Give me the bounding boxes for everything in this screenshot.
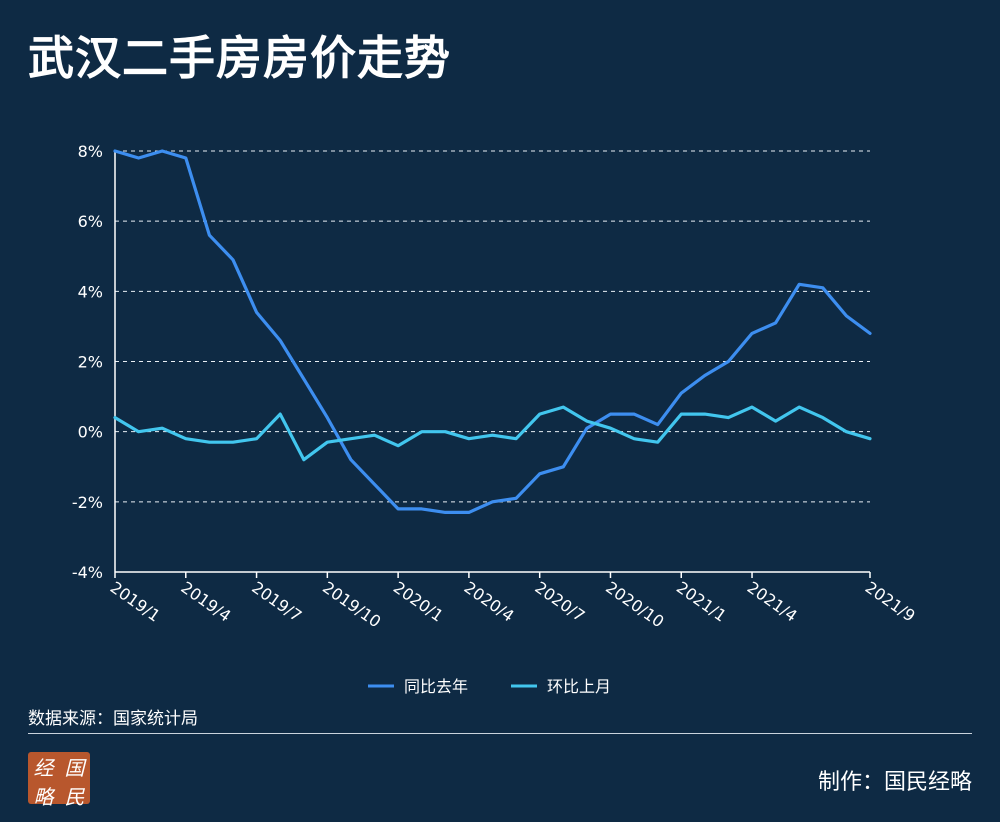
series-line: [113, 149, 872, 515]
y-tick-labels: -4% -2% 0% 2% 4% 6% 8%: [72, 142, 103, 582]
y-tick-label: 2%: [78, 353, 103, 372]
author-credit: 制作：国民经略: [817, 770, 972, 795]
x-tick-label: 2019/10: [319, 578, 384, 632]
x-tick-label: 2020/7: [531, 578, 588, 626]
x-tick-labels: 2019/1 2019/4 2019/7 2019/10 2020/1 2020/4 202…: [107, 578, 919, 632]
legend-label: 环比上月: [547, 677, 611, 696]
x-tick-label: 2021/9: [862, 578, 919, 626]
x-tick-label: 2020/4: [461, 578, 518, 626]
y-tick-label: 0%: [78, 423, 103, 442]
x-tick-label: 2019/1: [107, 578, 164, 626]
line-chart: -4%-2%0%2%4%6%8% 2019/1 2019/4 2019/7 2019/…: [72, 142, 919, 696]
y-tick-label: 4%: [78, 282, 103, 301]
brand-logo: 经 国 略 民: [28, 752, 90, 809]
series-lines: [113, 149, 872, 515]
x-tick-label: 2021/1: [673, 578, 730, 626]
y-tick-label: -4%: [72, 563, 103, 582]
grid-lines: [115, 150, 870, 503]
legend: 同比去年 环比上月: [368, 677, 611, 696]
logo-char: 经: [33, 756, 54, 780]
y-tick-label: -2%: [72, 493, 103, 512]
x-tick-label: 2021/4: [744, 578, 801, 626]
data-source: 数据来源：国家统计局: [28, 709, 198, 729]
legend-label: 同比去年: [404, 677, 468, 696]
y-tick-label: 6%: [78, 212, 103, 231]
x-tick-label: 2019/4: [177, 578, 234, 626]
x-tick-label: 2020/10: [602, 578, 667, 632]
logo-char: 略: [33, 785, 54, 809]
axes: [114, 151, 871, 578]
logo-char: 国: [64, 756, 85, 780]
y-tick-label: 8%: [78, 142, 103, 161]
series-line: [113, 405, 872, 462]
x-tick-label: 2019/7: [248, 578, 305, 626]
x-tick-label: 2020/1: [390, 578, 447, 626]
divider: [28, 733, 972, 734]
logo-char: 民: [64, 785, 85, 809]
chart-title: 武汉二手房房价走势: [28, 31, 451, 85]
